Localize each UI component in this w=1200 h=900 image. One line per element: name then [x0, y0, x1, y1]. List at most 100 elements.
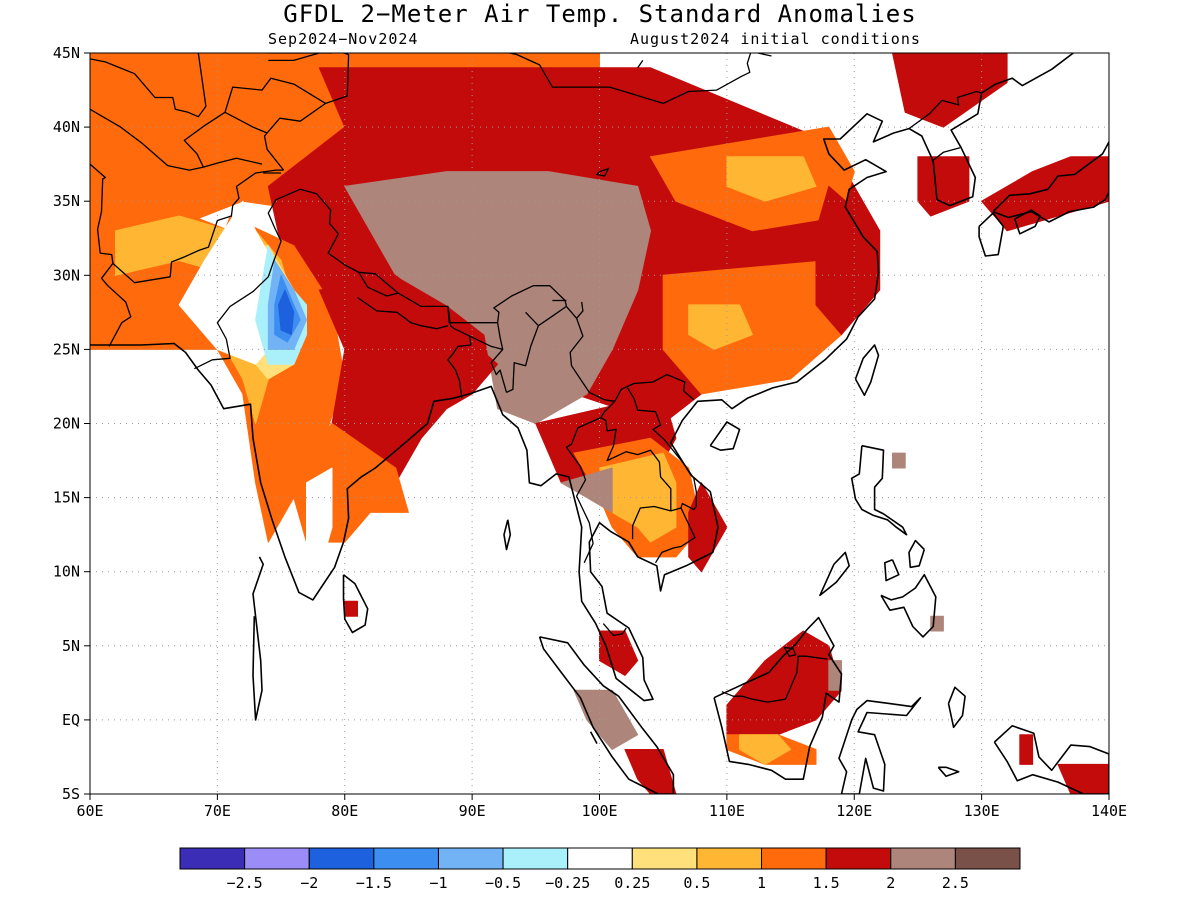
lon-tick-label: 60E: [76, 802, 103, 820]
colorbar-label: 0.25: [614, 874, 650, 892]
country-border-24: [343, 53, 347, 54]
coastline-7: [880, 573, 937, 638]
country-border-16: [600, 417, 672, 540]
anomaly-region-7: [815, 185, 881, 336]
coastlines: [90, 53, 1109, 794]
country-border-18: [626, 387, 697, 512]
country-border-15: [576, 301, 584, 319]
lon-tick-label: 80E: [331, 802, 358, 820]
country-border-8: [447, 306, 472, 399]
country-border-14: [538, 305, 567, 327]
colorbar-swatch-5: [502, 847, 569, 870]
anomaly-region-39: [1019, 734, 1034, 765]
coastline-1: [342, 574, 369, 634]
coastline-0: [90, 53, 1074, 702]
lon-tick-label: 130E: [964, 802, 1000, 820]
coastline-2: [538, 636, 675, 794]
lat-tick-label: 5S: [62, 785, 80, 803]
colorbar-swatch-4: [437, 847, 504, 870]
coastline-8: [908, 539, 926, 569]
country-border-20: [602, 623, 627, 637]
coastline-4: [713, 616, 843, 781]
colorbar-swatch-3: [373, 847, 439, 870]
colorbar-label: 1.5: [813, 874, 840, 892]
anomaly-region-4: [726, 156, 817, 202]
colorbar-label: 2: [886, 874, 895, 892]
coastline-16: [993, 724, 1109, 794]
anomaly-region-40: [1057, 763, 1109, 794]
coastline-11: [709, 421, 741, 452]
colorbar-label: −2.5: [227, 874, 263, 892]
lat-tick-label: 40N: [53, 118, 80, 136]
lat-tick-label: 45N: [53, 44, 80, 62]
lon-tick-label: 110E: [709, 802, 745, 820]
anomaly-region-37: [930, 615, 944, 632]
coastline-17: [937, 766, 960, 778]
country-border-22: [783, 646, 797, 657]
country-border-11: [344, 264, 399, 297]
anomaly-region-26: [599, 452, 677, 543]
lat-tick-label: 30N: [53, 266, 80, 284]
colorbar-swatch-6: [567, 847, 633, 870]
anomaly-region-30: [599, 630, 639, 676]
coastline-20: [252, 556, 265, 721]
anomaly-region-8: [892, 53, 1008, 128]
country-border-17: [565, 400, 616, 564]
forecast-period: Sep2024−Nov2024: [268, 30, 419, 48]
country-border-19: [654, 507, 696, 564]
lon-tick-label: 70E: [204, 802, 231, 820]
coastline-18: [947, 686, 966, 729]
anomaly-region-38: [892, 452, 906, 469]
country-border-9: [490, 322, 508, 393]
colorbar-swatch-10: [825, 847, 892, 870]
colorbar: −2.5 −2 −1.5 −1 −0.5 −0.25 0.25 0.5 1 1.5 2 2.5: [179, 847, 1021, 892]
colorbar-label: −1.5: [356, 874, 392, 892]
anomaly-region-2: [344, 171, 651, 424]
coastline-12: [854, 344, 880, 397]
colorbar-swatch-9: [761, 847, 827, 870]
colorbar-label: −2: [300, 874, 318, 892]
lake-outline-1: [595, 167, 610, 177]
colorbar-label: 0.5: [683, 874, 710, 892]
country-border-26: [908, 90, 982, 130]
colorbar-swatch-7: [631, 847, 698, 870]
figure-title: GFDL 2−Meter Air Temp. Standard Anomalie…: [283, 0, 917, 28]
colorbar-swatch-2: [308, 847, 375, 870]
lon-tick-label: 90E: [459, 802, 486, 820]
lat-tick-label: 25N: [53, 340, 80, 358]
country-border-6: [224, 111, 268, 134]
country-border-4: [90, 108, 263, 171]
country-border-25: [506, 53, 772, 105]
country-border-2: [101, 277, 132, 347]
country-border-23: [90, 53, 207, 118]
coastline-9: [883, 559, 900, 582]
colorbar-label: 2.5: [942, 874, 969, 892]
coastline-10: [819, 551, 851, 597]
coastline-5: [838, 696, 922, 794]
anomaly-region-32: [624, 749, 677, 794]
anomaly-region-14: [318, 274, 499, 499]
lat-tick-label: 20N: [53, 415, 80, 433]
lat-tick-label: EQ: [62, 711, 80, 729]
anomaly-field: [90, 53, 1109, 794]
colorbar-label: −1: [429, 874, 447, 892]
country-border-5: [183, 77, 326, 168]
coastline-3: [675, 793, 679, 794]
anomaly-region-23: [306, 467, 333, 573]
colorbar-label: −0.25: [545, 874, 590, 892]
coastline-13: [978, 212, 1005, 257]
country-border-21: [721, 655, 828, 703]
anomaly-region-29: [344, 600, 358, 617]
anomaly-region-22: [278, 289, 295, 336]
lat-tick-label: 35N: [53, 192, 80, 210]
colorbar-swatch-11: [890, 847, 956, 870]
country-border-3: [263, 53, 350, 171]
lat-tick-label: 15N: [53, 489, 80, 507]
coastline-19: [503, 519, 512, 551]
coastline-6: [850, 444, 908, 536]
lat-tick-label: 10N: [53, 563, 80, 581]
lake-outline-3: [637, 60, 644, 69]
colorbar-label: −0.5: [485, 874, 521, 892]
anomaly-region-6: [688, 304, 753, 350]
